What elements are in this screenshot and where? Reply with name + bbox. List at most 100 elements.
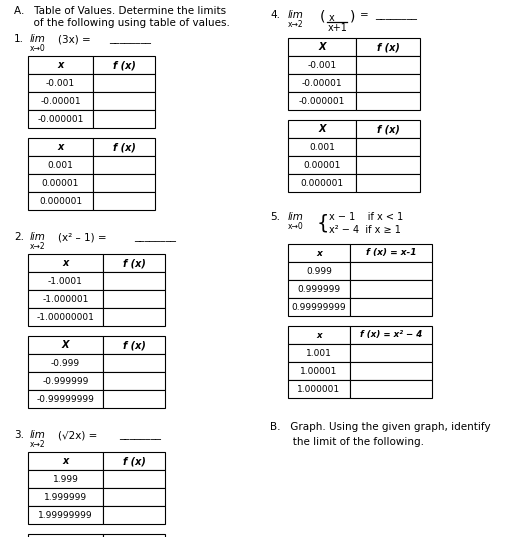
Text: ________: ________ (109, 34, 151, 44)
Text: {: { (317, 214, 330, 233)
Bar (103, 254, 165, 272)
Bar (350, 344, 432, 362)
Text: 1.001: 1.001 (306, 349, 332, 358)
Bar (103, 470, 165, 488)
Bar (103, 506, 165, 524)
Text: x: x (316, 249, 322, 258)
Bar (93, 138, 155, 156)
Text: -0.000001: -0.000001 (38, 114, 84, 124)
Text: f (x): f (x) (377, 42, 399, 52)
Text: -0.000001: -0.000001 (299, 97, 345, 105)
Bar (93, 56, 155, 74)
Text: lim: lim (30, 34, 46, 44)
Bar (103, 308, 165, 326)
Bar (28, 156, 93, 174)
Bar (28, 308, 103, 326)
Text: ________: ________ (119, 430, 161, 440)
Bar (93, 174, 155, 192)
Text: 1.000001: 1.000001 (297, 384, 341, 394)
Text: 1.00001: 1.00001 (300, 366, 338, 375)
Text: f (x) = x² − 4: f (x) = x² − 4 (360, 330, 422, 339)
Bar (288, 174, 356, 192)
Text: B.   Graph. Using the given graph, identify: B. Graph. Using the given graph, identif… (270, 422, 490, 432)
Bar (93, 156, 155, 174)
Text: 1.99999999: 1.99999999 (38, 511, 93, 519)
Bar (288, 56, 356, 74)
Text: 0.001: 0.001 (48, 161, 74, 170)
Text: (: ( (320, 10, 325, 24)
Bar (356, 174, 420, 192)
Text: f (x): f (x) (113, 60, 135, 70)
Bar (288, 362, 350, 380)
Bar (288, 344, 350, 362)
Text: 1.: 1. (14, 34, 24, 44)
Text: x→2: x→2 (30, 440, 45, 449)
Text: 0.000001: 0.000001 (300, 178, 343, 187)
Text: X: X (318, 42, 326, 52)
Bar (356, 74, 420, 92)
Text: (√2x) =: (√2x) = (58, 430, 101, 440)
Text: -0.999999: -0.999999 (42, 376, 89, 386)
Text: lim: lim (30, 232, 46, 242)
Text: x − 1    if x < 1: x − 1 if x < 1 (329, 212, 403, 222)
Text: f (x): f (x) (123, 340, 145, 350)
Text: 5.: 5. (270, 212, 280, 222)
Bar (28, 92, 93, 110)
Bar (103, 354, 165, 372)
Text: ): ) (350, 10, 355, 24)
Bar (288, 244, 350, 262)
Bar (350, 280, 432, 298)
Text: -1.00000001: -1.00000001 (37, 313, 95, 322)
Text: x→2: x→2 (288, 20, 304, 29)
Text: -0.00001: -0.00001 (40, 97, 81, 105)
Bar (288, 298, 350, 316)
Text: -0.001: -0.001 (307, 61, 336, 69)
Text: -1.000001: -1.000001 (42, 294, 89, 303)
Text: lim: lim (288, 212, 304, 222)
Bar (28, 470, 103, 488)
Text: x→0: x→0 (288, 222, 304, 231)
Text: lim: lim (30, 430, 46, 440)
Bar (288, 92, 356, 110)
Bar (356, 138, 420, 156)
Text: ________: ________ (134, 232, 176, 242)
Bar (350, 380, 432, 398)
Text: lim: lim (288, 10, 304, 20)
Bar (28, 192, 93, 210)
Text: 0.999: 0.999 (306, 266, 332, 275)
Text: x: x (316, 330, 322, 339)
Bar (288, 262, 350, 280)
Bar (103, 372, 165, 390)
Bar (93, 74, 155, 92)
Bar (356, 120, 420, 138)
Bar (28, 488, 103, 506)
Text: 4.: 4. (270, 10, 280, 20)
Text: 0.000001: 0.000001 (39, 197, 82, 206)
Bar (103, 488, 165, 506)
Text: ________: ________ (375, 10, 417, 20)
Bar (28, 354, 103, 372)
Bar (356, 92, 420, 110)
Bar (288, 38, 356, 56)
Text: 3.: 3. (14, 430, 24, 440)
Bar (350, 326, 432, 344)
Text: 0.00001: 0.00001 (303, 161, 341, 170)
Bar (288, 280, 350, 298)
Text: 2.: 2. (14, 232, 24, 242)
Text: x→0: x→0 (30, 44, 45, 53)
Bar (288, 326, 350, 344)
Bar (28, 110, 93, 128)
Bar (288, 380, 350, 398)
Bar (28, 452, 103, 470)
Text: X: X (62, 340, 69, 350)
Bar (356, 56, 420, 74)
Text: x: x (62, 258, 69, 268)
Text: -0.00001: -0.00001 (302, 78, 342, 88)
Bar (103, 336, 165, 354)
Bar (28, 138, 93, 156)
Text: -0.001: -0.001 (46, 78, 75, 88)
Bar (103, 272, 165, 290)
Text: -0.99999999: -0.99999999 (37, 395, 95, 403)
Bar (103, 452, 165, 470)
Bar (356, 38, 420, 56)
